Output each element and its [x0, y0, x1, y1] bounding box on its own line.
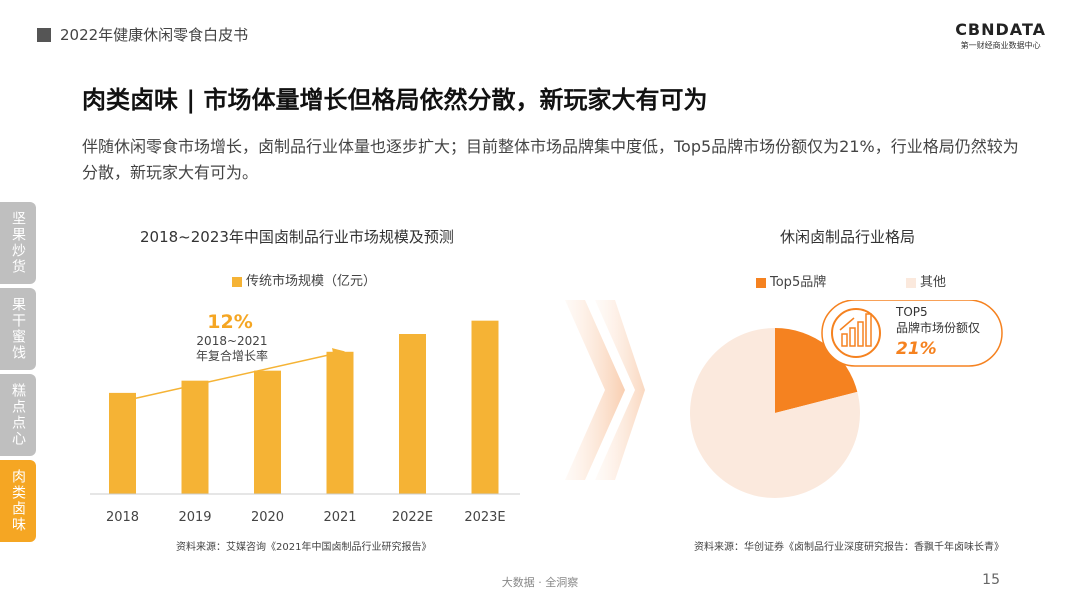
pie-callout: TOP5 品牌市场份额仅 21% [821, 300, 1003, 367]
bar-chart-title: 2018~2023年中国卤制品行业市场规模及预测 [140, 228, 454, 246]
pie-legend-top5: Top5品牌 [756, 271, 826, 290]
legend-swatch [756, 277, 766, 288]
cagr-value: 12% [207, 311, 252, 333]
side-tab-label: 坚果炒货 [10, 211, 26, 275]
footer-text: 大数据 · 全洞察 [501, 576, 579, 589]
pie-chart: TOP5 品牌市场份额仅 21% [690, 300, 1003, 498]
pie-legend-other: 其他 [906, 271, 946, 290]
side-tab-nuts[interactable]: 坚果炒货 [0, 202, 36, 284]
page-subtitle: 伴随休闲零食市场增长，卤制品行业体量也逐步扩大；目前整体市场品牌集中度低，Top… [82, 137, 1019, 182]
cagr-label-1: 2018~2021 [196, 334, 267, 348]
legend-label: 其他 [920, 275, 947, 290]
page-title: 肉类卤味 | 市场体量增长但格局依然分散，新玩家大有可为 [82, 86, 708, 114]
growth-chart-icon [839, 313, 872, 347]
brand-logo-text: CBNDATA [955, 20, 1046, 39]
pie-slice-other [690, 328, 860, 498]
bar-2018 [109, 392, 136, 494]
callout-line1: TOP5 [895, 305, 928, 319]
side-tab-label: 果干蜜饯 [10, 297, 26, 361]
pie-chart-source: 资料来源：华创证券《卤制品行业深度研究报告：香飘千年卤味长青》 [694, 542, 1004, 553]
side-tab-meat[interactable]: 肉类卤味 [0, 460, 36, 542]
legend-swatch [232, 276, 242, 287]
report-title: 2022年健康休闲零食白皮书 [60, 26, 249, 44]
x-tick-label: 2021 [323, 510, 356, 525]
legend-label: 传统市场规模（亿元） [246, 274, 377, 289]
trend-arrow [127, 348, 345, 401]
brand-subtitle: 第一财经商业数据中心 [960, 41, 1041, 50]
x-tick-label: 2023E [464, 510, 505, 525]
callout-value: 21% [896, 339, 937, 359]
legend-swatch [906, 277, 916, 288]
side-tab-label: 糕点点心 [10, 383, 26, 447]
bar-2020 [254, 370, 281, 494]
callout-line2: 品牌市场份额仅 [896, 320, 980, 335]
side-tab-dried-fruit[interactable]: 果干蜜饯 [0, 288, 36, 370]
bar-chart: 12% 2018~2021 年复合增长率 2018 2019 2020 2021 202… [90, 311, 520, 525]
bar-2019 [181, 380, 209, 494]
x-tick-label: 2020 [251, 510, 284, 525]
cagr-label-2: 年复合增长率 [196, 348, 268, 363]
header-square-icon [37, 28, 51, 42]
side-tab-label: 肉类卤味 [10, 469, 26, 533]
bar-2022E [399, 334, 426, 494]
page-number: 15 [982, 572, 1000, 588]
brand-logo: CBNDATA 第一财经商业数据中心 [955, 20, 1046, 51]
pie-slice-top5 [775, 328, 858, 413]
pie-chart-title: 休闲卤制品行业格局 [780, 228, 916, 246]
x-tick-label: 2022E [392, 510, 433, 525]
bar-2023E [471, 320, 499, 494]
side-tab-pastry[interactable]: 糕点点心 [0, 374, 36, 456]
bar-chart-legend: 传统市场规模（亿元） [232, 270, 376, 289]
legend-label: Top5品牌 [770, 275, 827, 290]
arrow-decoration-icon [565, 300, 645, 480]
bar-chart-source: 资料来源：艾媒咨询《2021年中国卤制品行业研究报告》 [176, 542, 432, 553]
x-tick-label: 2018 [106, 510, 139, 525]
bar-2021 [326, 351, 354, 494]
x-tick-label: 2019 [178, 510, 211, 525]
